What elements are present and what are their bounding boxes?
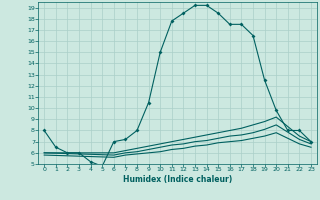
X-axis label: Humidex (Indice chaleur): Humidex (Indice chaleur) — [123, 175, 232, 184]
